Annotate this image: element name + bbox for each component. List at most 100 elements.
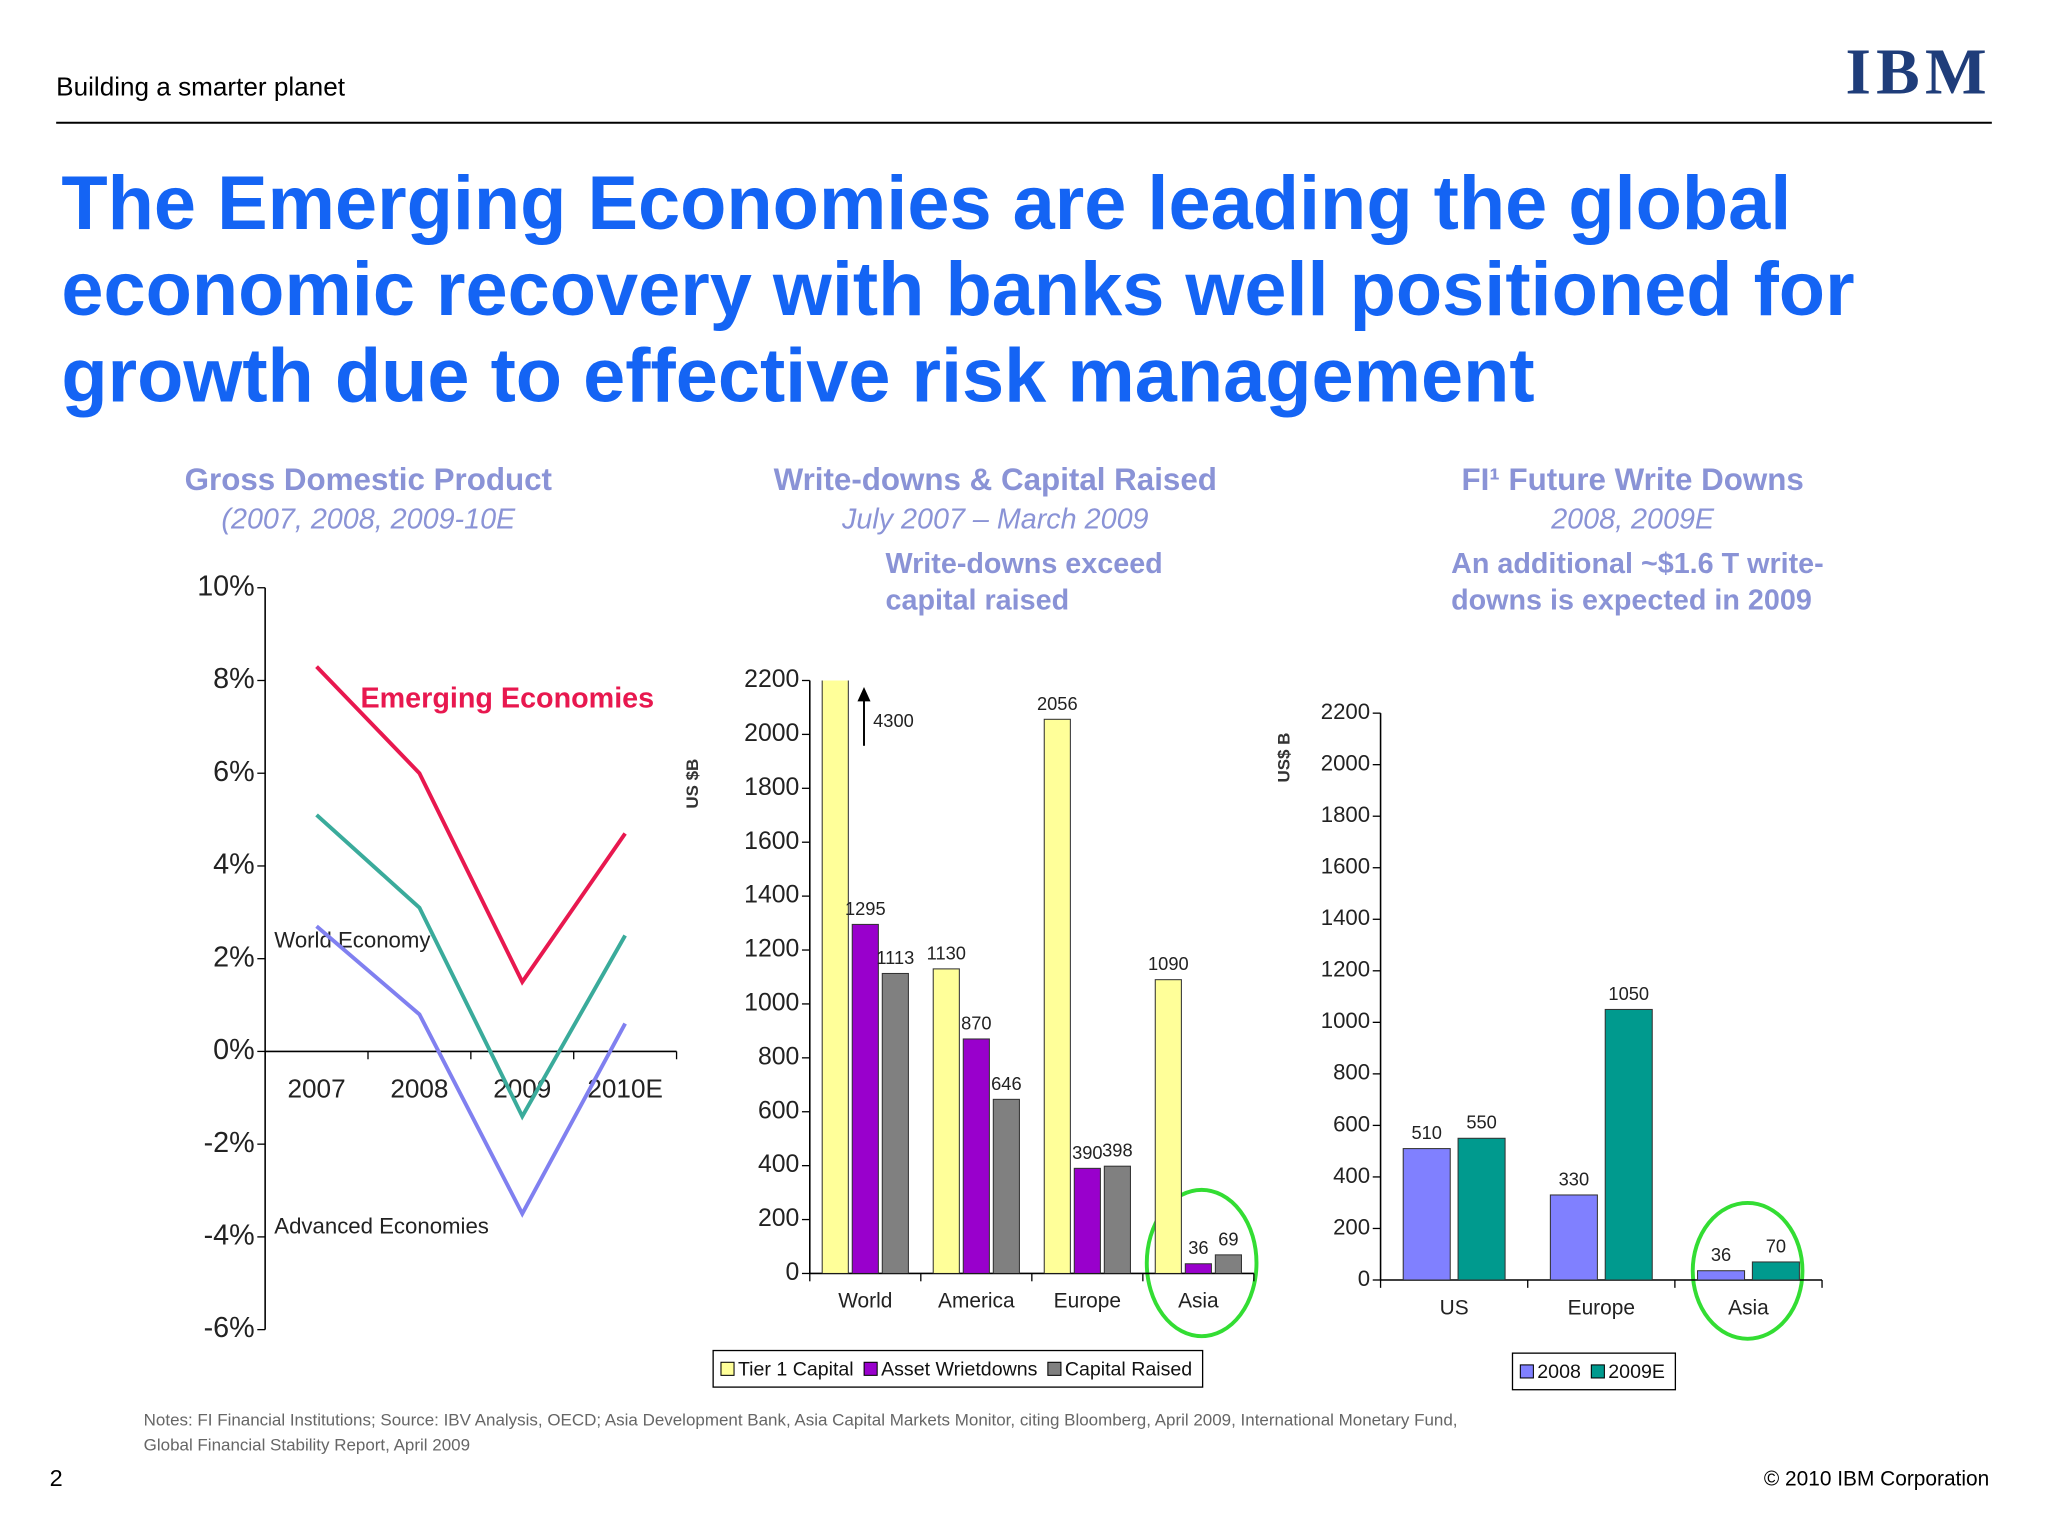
footer: © 2010 IBM Corporation <box>1764 1467 1989 1490</box>
bar <box>851 923 879 1274</box>
bar <box>992 1098 1020 1274</box>
y-tick-label: 4% <box>213 849 255 881</box>
data-label: 330 <box>1559 1168 1589 1189</box>
x-tick-label: 2007 <box>288 1074 346 1104</box>
y-tick-label: 1000 <box>744 989 799 1016</box>
y-tick-label: 1400 <box>744 882 799 909</box>
bar <box>1073 1167 1101 1274</box>
y-axis-label: US $B <box>683 759 702 809</box>
y-tick-label: 600 <box>1333 1111 1370 1136</box>
y-tick-label: -4% <box>204 1219 255 1251</box>
y-tick-label: -6% <box>204 1312 255 1344</box>
y-tick-label: 1000 <box>1321 1008 1370 1033</box>
bar <box>1154 979 1182 1274</box>
y-tick-label: 2200 <box>1321 699 1370 724</box>
legend-swatch <box>1047 1361 1062 1376</box>
legend-swatch <box>863 1361 878 1376</box>
y-tick-label: 200 <box>758 1205 799 1232</box>
data-label: 390 <box>1072 1142 1102 1163</box>
data-label: 1295 <box>845 898 886 919</box>
bar <box>1549 1194 1598 1280</box>
data-label: 4300 <box>873 710 914 731</box>
legend-label: Capital Raised <box>1065 1358 1192 1380</box>
x-tick-label: America <box>938 1290 1015 1313</box>
x-tick-label: Asia <box>1728 1296 1769 1319</box>
note: Global Financial Stability Report, April… <box>144 1435 470 1454</box>
data-label: 398 <box>1102 1140 1132 1161</box>
bar <box>881 972 909 1274</box>
y-tick-label: 1600 <box>1321 854 1370 879</box>
page-number: 2 <box>50 1465 63 1491</box>
x-tick-label: 2008 <box>390 1074 448 1104</box>
data-label: 646 <box>991 1073 1021 1094</box>
bar <box>1214 1254 1242 1274</box>
line-series <box>315 813 627 1121</box>
data-label: 70 <box>1766 1235 1786 1256</box>
legend-label: 2008 <box>1537 1361 1581 1383</box>
y-tick-label: 800 <box>1333 1060 1370 1085</box>
y-tick-label: 1800 <box>1321 802 1370 827</box>
y-tick-label: 400 <box>758 1151 799 1178</box>
data-label: 870 <box>961 1012 991 1033</box>
bar <box>1751 1261 1800 1280</box>
chart-subtitle: (2007, 2008, 2009-10E <box>221 504 516 536</box>
chart-title: Gross Domestic Product <box>185 462 553 497</box>
legend-label: Asset Wrietdowns <box>881 1358 1038 1380</box>
bar <box>1604 1008 1653 1280</box>
bar <box>962 1038 990 1274</box>
y-tick-label: 1400 <box>1321 905 1370 930</box>
series-label: Advanced Economies <box>274 1214 489 1239</box>
bar <box>1402 1148 1451 1280</box>
highlight-circle <box>1144 1187 1259 1339</box>
overflow-arrowhead <box>857 687 871 702</box>
x-tick-label: 2010E <box>587 1074 663 1104</box>
title-line: The Emerging Economies are leading the g… <box>61 161 1791 246</box>
chart-title: Write-downs & Capital Raised <box>774 462 1217 497</box>
y-tick-label: 0% <box>213 1034 255 1066</box>
data-label: 1090 <box>1148 953 1189 974</box>
y-tick-label: 800 <box>758 1043 799 1070</box>
y-tick-label: 1800 <box>744 774 799 801</box>
data-label: 1130 <box>927 942 966 963</box>
data-label: 36 <box>1188 1237 1208 1258</box>
bar <box>1697 1270 1746 1280</box>
chart-subtitle: July 2007 – March 2009 <box>841 504 1149 536</box>
bar <box>932 968 960 1274</box>
y-tick-label: 400 <box>1333 1163 1370 1188</box>
bar <box>821 680 849 1274</box>
series-label: World Economy <box>274 928 431 953</box>
data-label: 1050 <box>1608 983 1649 1004</box>
bar <box>1043 718 1071 1274</box>
note: Notes: FI Financial Institutions; Source… <box>144 1411 1458 1430</box>
x-tick-label: US <box>1440 1296 1469 1319</box>
data-label: 550 <box>1466 1112 1496 1133</box>
line-series <box>315 924 627 1218</box>
annotation: An additional ~$1.6 T write- <box>1451 548 1824 580</box>
bar <box>1457 1137 1506 1280</box>
bars <box>1402 1008 1800 1280</box>
data-label: 510 <box>1411 1122 1441 1143</box>
y-tick-label: 0 <box>1358 1266 1370 1291</box>
bar <box>1184 1263 1212 1274</box>
x-tick-label: Europe <box>1568 1296 1635 1319</box>
y-tick-label: 1200 <box>1321 957 1370 982</box>
annotation: capital raised <box>886 585 1070 617</box>
legend-swatch <box>1519 1364 1534 1379</box>
data-label: 69 <box>1218 1228 1238 1249</box>
y-tick-label: 200 <box>1333 1214 1370 1239</box>
x-tick-label: Asia <box>1178 1290 1219 1313</box>
chart-subtitle: 2008, 2009E <box>1550 504 1715 536</box>
y-tick-label: 1600 <box>744 828 799 855</box>
data-label: 1113 <box>876 947 914 968</box>
bars <box>821 680 1242 1274</box>
y-tick-label: 6% <box>213 756 255 788</box>
y-tick-label: 8% <box>213 663 255 695</box>
annotation: downs is expected in 2009 <box>1451 585 1812 617</box>
highlight-circle <box>1690 1200 1805 1341</box>
y-axis-label: US$ B <box>1275 733 1294 783</box>
y-tick-label: -2% <box>204 1127 255 1159</box>
y-tick-label: 2200 <box>744 666 799 693</box>
legend-swatch <box>1590 1364 1605 1379</box>
